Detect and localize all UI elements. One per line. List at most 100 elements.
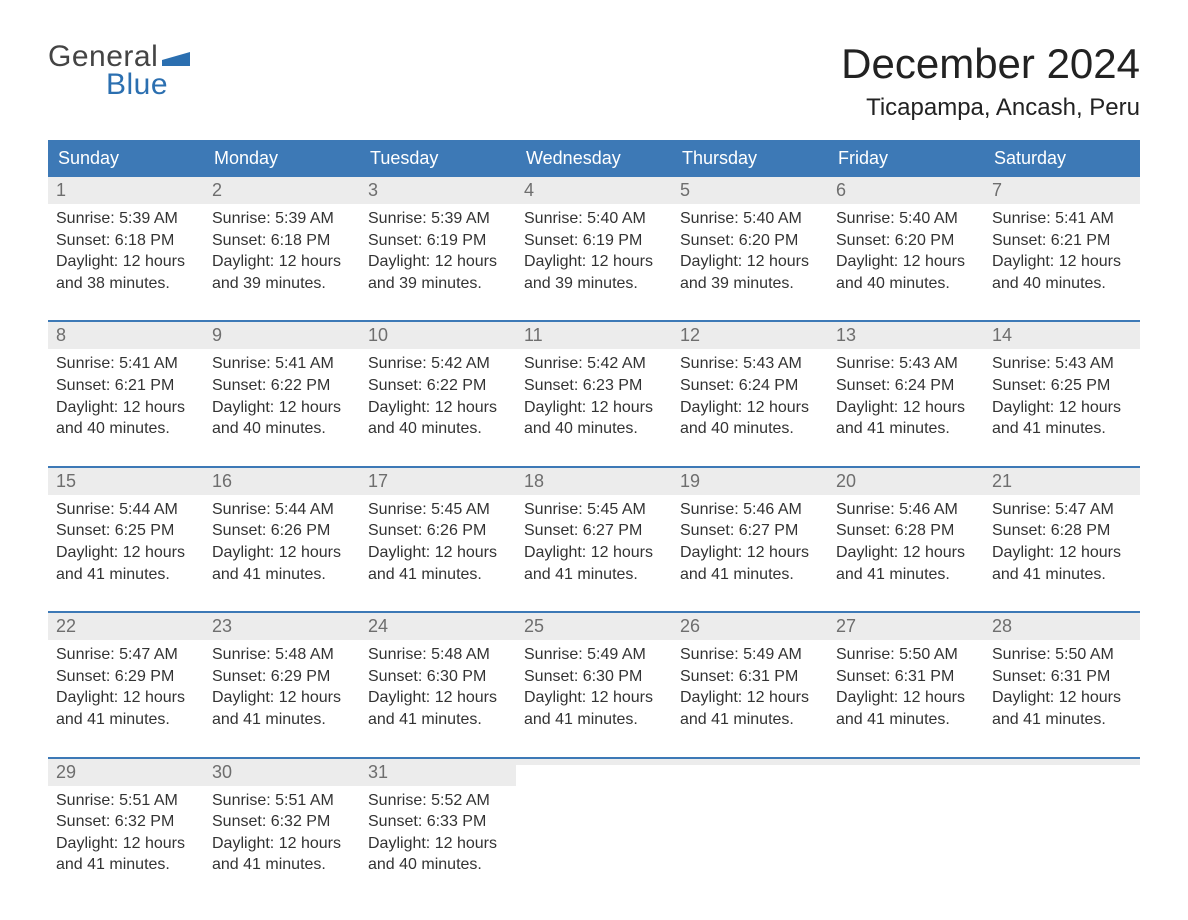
day-body: Sunrise: 5:43 AMSunset: 6:24 PMDaylight:… xyxy=(672,349,828,443)
calendar-day-cell: 12Sunrise: 5:43 AMSunset: 6:24 PMDayligh… xyxy=(672,322,828,443)
day-sunset-text: Sunset: 6:31 PM xyxy=(836,666,976,688)
day-sunset-text: Sunset: 6:32 PM xyxy=(212,811,352,833)
calendar-week-row: 22Sunrise: 5:47 AMSunset: 6:29 PMDayligh… xyxy=(48,611,1140,734)
day-sunrise-text: Sunrise: 5:39 AM xyxy=(212,208,352,230)
day-sunset-text: Sunset: 6:28 PM xyxy=(992,520,1132,542)
calendar-day-cell: 19Sunrise: 5:46 AMSunset: 6:27 PMDayligh… xyxy=(672,468,828,589)
day-sunrise-text: Sunrise: 5:41 AM xyxy=(212,353,352,375)
day-number-row: 17 xyxy=(360,468,516,495)
day-sunrise-text: Sunrise: 5:50 AM xyxy=(836,644,976,666)
day-number-row: 22 xyxy=(48,613,204,640)
day-sunrise-text: Sunrise: 5:49 AM xyxy=(680,644,820,666)
day-body: Sunrise: 5:50 AMSunset: 6:31 PMDaylight:… xyxy=(828,640,984,734)
day-body: Sunrise: 5:49 AMSunset: 6:31 PMDaylight:… xyxy=(672,640,828,734)
calendar-day-cell: 11Sunrise: 5:42 AMSunset: 6:23 PMDayligh… xyxy=(516,322,672,443)
weekday-header-row: SundayMondayTuesdayWednesdayThursdayFrid… xyxy=(48,140,1140,177)
calendar-day-cell xyxy=(984,759,1140,880)
day-sunset-text: Sunset: 6:23 PM xyxy=(524,375,664,397)
day-sunset-text: Sunset: 6:28 PM xyxy=(836,520,976,542)
calendar-day-cell: 21Sunrise: 5:47 AMSunset: 6:28 PMDayligh… xyxy=(984,468,1140,589)
day-dl1-text: Daylight: 12 hours xyxy=(368,833,508,855)
day-number-row: 20 xyxy=(828,468,984,495)
day-body: Sunrise: 5:40 AMSunset: 6:20 PMDaylight:… xyxy=(828,204,984,298)
calendar-day-cell: 23Sunrise: 5:48 AMSunset: 6:29 PMDayligh… xyxy=(204,613,360,734)
day-number: 11 xyxy=(516,322,672,349)
day-sunset-text: Sunset: 6:21 PM xyxy=(56,375,196,397)
day-dl1-text: Daylight: 12 hours xyxy=(680,542,820,564)
day-body: Sunrise: 5:49 AMSunset: 6:30 PMDaylight:… xyxy=(516,640,672,734)
month-title: December 2024 xyxy=(841,40,1140,88)
day-dl2-text: and 41 minutes. xyxy=(680,564,820,586)
day-sunrise-text: Sunrise: 5:51 AM xyxy=(56,790,196,812)
day-number-row: 6 xyxy=(828,177,984,204)
day-dl1-text: Daylight: 12 hours xyxy=(212,397,352,419)
day-dl2-text: and 41 minutes. xyxy=(992,418,1132,440)
calendar-day-cell: 4Sunrise: 5:40 AMSunset: 6:19 PMDaylight… xyxy=(516,177,672,298)
day-number: 14 xyxy=(984,322,1140,349)
day-number-row xyxy=(672,759,828,765)
day-body: Sunrise: 5:42 AMSunset: 6:22 PMDaylight:… xyxy=(360,349,516,443)
day-number: 4 xyxy=(516,177,672,204)
day-number: 10 xyxy=(360,322,516,349)
day-sunset-text: Sunset: 6:19 PM xyxy=(524,230,664,252)
weekday-header: Monday xyxy=(204,140,360,177)
day-body: Sunrise: 5:42 AMSunset: 6:23 PMDaylight:… xyxy=(516,349,672,443)
day-number: 19 xyxy=(672,468,828,495)
day-dl2-text: and 41 minutes. xyxy=(680,709,820,731)
day-sunset-text: Sunset: 6:29 PM xyxy=(212,666,352,688)
day-dl2-text: and 41 minutes. xyxy=(212,564,352,586)
day-body: Sunrise: 5:47 AMSunset: 6:29 PMDaylight:… xyxy=(48,640,204,734)
day-dl1-text: Daylight: 12 hours xyxy=(56,542,196,564)
day-sunset-text: Sunset: 6:30 PM xyxy=(524,666,664,688)
day-dl2-text: and 41 minutes. xyxy=(56,709,196,731)
day-body: Sunrise: 5:39 AMSunset: 6:19 PMDaylight:… xyxy=(360,204,516,298)
day-number-row: 31 xyxy=(360,759,516,786)
day-dl1-text: Daylight: 12 hours xyxy=(212,833,352,855)
day-sunset-text: Sunset: 6:27 PM xyxy=(524,520,664,542)
day-sunrise-text: Sunrise: 5:49 AM xyxy=(524,644,664,666)
day-number: 15 xyxy=(48,468,204,495)
day-dl2-text: and 41 minutes. xyxy=(524,709,664,731)
day-dl2-text: and 40 minutes. xyxy=(680,418,820,440)
calendar-day-cell: 17Sunrise: 5:45 AMSunset: 6:26 PMDayligh… xyxy=(360,468,516,589)
day-sunrise-text: Sunrise: 5:43 AM xyxy=(992,353,1132,375)
day-dl1-text: Daylight: 12 hours xyxy=(680,687,820,709)
day-dl1-text: Daylight: 12 hours xyxy=(56,397,196,419)
day-number: 22 xyxy=(48,613,204,640)
day-number-row: 19 xyxy=(672,468,828,495)
day-number-row: 30 xyxy=(204,759,360,786)
day-sunset-text: Sunset: 6:31 PM xyxy=(680,666,820,688)
day-body: Sunrise: 5:39 AMSunset: 6:18 PMDaylight:… xyxy=(48,204,204,298)
day-sunrise-text: Sunrise: 5:40 AM xyxy=(524,208,664,230)
day-dl1-text: Daylight: 12 hours xyxy=(524,542,664,564)
calendar-week-row: 15Sunrise: 5:44 AMSunset: 6:25 PMDayligh… xyxy=(48,466,1140,589)
calendar-day-cell: 20Sunrise: 5:46 AMSunset: 6:28 PMDayligh… xyxy=(828,468,984,589)
day-body: Sunrise: 5:45 AMSunset: 6:27 PMDaylight:… xyxy=(516,495,672,589)
calendar-day-cell: 24Sunrise: 5:48 AMSunset: 6:30 PMDayligh… xyxy=(360,613,516,734)
day-number-row: 1 xyxy=(48,177,204,204)
day-number-row: 5 xyxy=(672,177,828,204)
day-sunset-text: Sunset: 6:25 PM xyxy=(56,520,196,542)
day-body: Sunrise: 5:51 AMSunset: 6:32 PMDaylight:… xyxy=(48,786,204,880)
day-number: 24 xyxy=(360,613,516,640)
day-sunset-text: Sunset: 6:18 PM xyxy=(56,230,196,252)
day-number: 1 xyxy=(48,177,204,204)
calendar-day-cell: 30Sunrise: 5:51 AMSunset: 6:32 PMDayligh… xyxy=(204,759,360,880)
day-number-row: 18 xyxy=(516,468,672,495)
day-sunrise-text: Sunrise: 5:42 AM xyxy=(524,353,664,375)
day-number-row xyxy=(984,759,1140,765)
day-number-row: 9 xyxy=(204,322,360,349)
day-sunset-text: Sunset: 6:24 PM xyxy=(836,375,976,397)
day-dl1-text: Daylight: 12 hours xyxy=(212,251,352,273)
calendar-day-cell xyxy=(516,759,672,880)
brand-logo: General Blue xyxy=(48,40,190,102)
day-number: 27 xyxy=(828,613,984,640)
day-number-row xyxy=(516,759,672,765)
day-number-row: 21 xyxy=(984,468,1140,495)
day-body: Sunrise: 5:44 AMSunset: 6:26 PMDaylight:… xyxy=(204,495,360,589)
calendar-day-cell: 2Sunrise: 5:39 AMSunset: 6:18 PMDaylight… xyxy=(204,177,360,298)
day-sunrise-text: Sunrise: 5:47 AM xyxy=(56,644,196,666)
day-number-row: 3 xyxy=(360,177,516,204)
calendar-day-cell: 14Sunrise: 5:43 AMSunset: 6:25 PMDayligh… xyxy=(984,322,1140,443)
calendar-day-cell: 13Sunrise: 5:43 AMSunset: 6:24 PMDayligh… xyxy=(828,322,984,443)
